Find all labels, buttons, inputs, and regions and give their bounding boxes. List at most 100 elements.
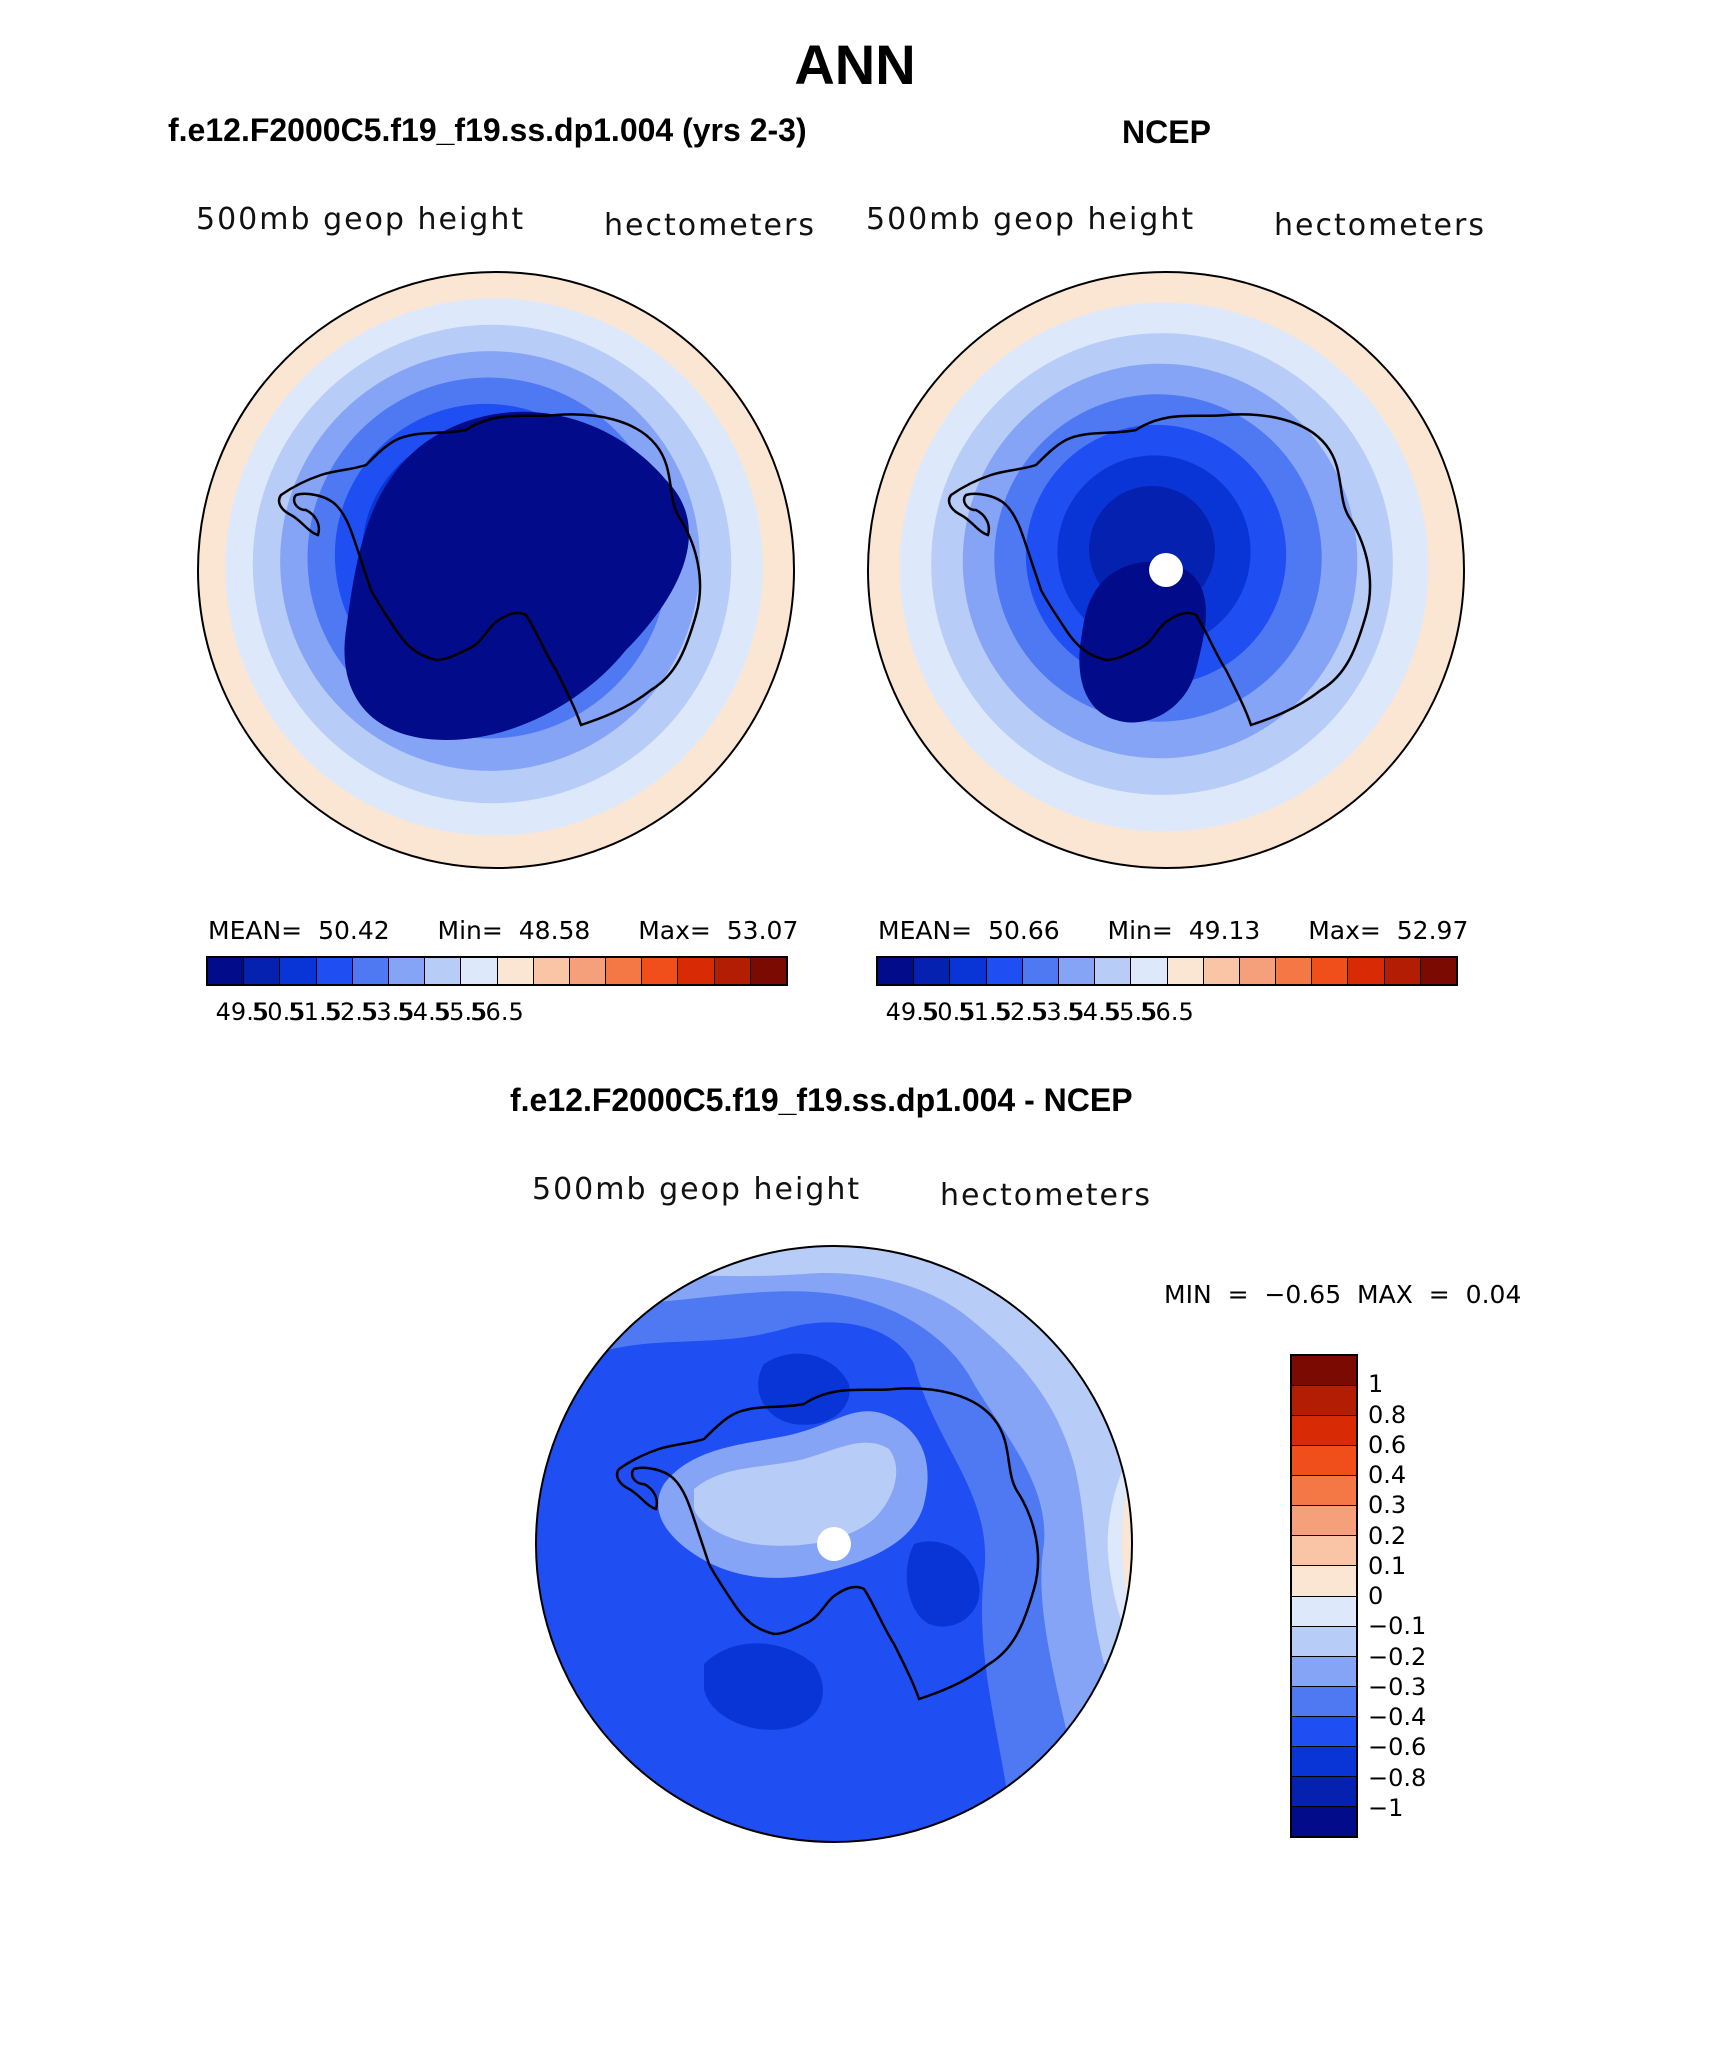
colorbar-swatch xyxy=(1420,958,1456,984)
stats-obs: MEAN= 50.66 Min= 49.13 Max= 52.97 xyxy=(878,916,1469,945)
colorbar-swatch xyxy=(1095,958,1132,984)
colorbar-swatch xyxy=(642,958,679,984)
colorbar-swatch xyxy=(1022,958,1059,984)
colorbar-swatch xyxy=(569,958,607,984)
pole-mask xyxy=(817,1527,851,1561)
colorbar-swatch xyxy=(1292,1626,1356,1657)
colorbar-swatch xyxy=(208,958,245,984)
colorbar-tick-label: 51.5 xyxy=(958,998,1012,1026)
colorbar-tick-label: −0.2 xyxy=(1368,1642,1427,1671)
variable-label-obs: 500mb geop height xyxy=(866,202,1196,237)
colorbar-tick-label: 0.1 xyxy=(1368,1551,1407,1580)
pole-mask xyxy=(1149,553,1183,587)
map-model xyxy=(197,271,795,869)
colorbar-swatch xyxy=(497,958,534,984)
variable-label-diff: 500mb geop height xyxy=(532,1172,862,1207)
colorbar-tick-label: 0.4 xyxy=(1368,1461,1407,1489)
colorbar-tick-label: 56.5 xyxy=(1140,998,1194,1026)
colorbar-swatch xyxy=(1058,958,1096,984)
colorbar-swatch xyxy=(986,958,1023,984)
map-border xyxy=(197,271,795,869)
map-diff xyxy=(535,1245,1133,1843)
colorbar-diff-ticks: 1 0.8 0.6 0.4 0.3 0.2 0.1 0 −0.1 −0.2 −0.3 −0.4 −0.6… xyxy=(1368,1354,1488,1838)
colorbar-swatch xyxy=(1292,1446,1356,1477)
colorbar-tick-label: 55.5 xyxy=(1103,998,1158,1026)
antarctica-coastline xyxy=(947,413,1372,727)
colorbar-tick-label: −1 xyxy=(1368,1793,1404,1822)
colorbar-tick-label: 54.5 xyxy=(1067,998,1121,1026)
colorbar-model xyxy=(206,956,788,986)
colorbar-swatch xyxy=(1239,958,1277,984)
colorbar-tick-label: 55.5 xyxy=(433,998,488,1026)
colorbar-swatch xyxy=(461,958,498,984)
colorbar-swatch xyxy=(280,958,317,984)
colorbar-obs-ticks: 49.5 50.5 51.5 52.5 53.5 54.5 55.5 56.5 xyxy=(876,998,1458,1028)
colorbar-tick-label: 1 xyxy=(1368,1370,1384,1399)
colorbar-swatch xyxy=(1312,958,1349,984)
colorbar-tick-label: 0.8 xyxy=(1368,1400,1407,1429)
colorbar-swatch xyxy=(1292,1656,1356,1687)
panel-title-obs: NCEP xyxy=(1122,114,1211,150)
units-label-obs: hectometers xyxy=(1274,208,1486,243)
colorbar-swatch xyxy=(678,958,715,984)
colorbar-tick-label: 54.5 xyxy=(397,998,451,1026)
colorbar-swatch xyxy=(750,958,786,984)
colorbar-swatch xyxy=(1292,1596,1356,1627)
colorbar-tick-label: 51.5 xyxy=(288,998,342,1026)
colorbar-swatch xyxy=(1292,1536,1356,1567)
colorbar-model-ticks: 49.5 50.5 51.5 52.5 53.5 54.5 55.5 56.5 xyxy=(206,998,788,1028)
colorbar-tick-label: 0 xyxy=(1368,1582,1384,1610)
colorbar-swatch xyxy=(914,958,951,984)
variable-label-model: 500mb geop height xyxy=(196,202,526,237)
colorbar-tick-label: 56.5 xyxy=(470,998,524,1026)
colorbar-tick-label: −0.3 xyxy=(1368,1672,1427,1701)
colorbar-swatch xyxy=(388,958,426,984)
stats-diff: MIN = −0.65 MAX = 0.04 xyxy=(1164,1280,1522,1309)
colorbar-swatch xyxy=(1292,1716,1356,1747)
colorbar-swatch xyxy=(1292,1806,1356,1836)
colorbar-tick-label: 0.6 xyxy=(1368,1430,1407,1459)
colorbar-tick-label: 52.5 xyxy=(324,998,379,1026)
colorbar-swatch xyxy=(425,958,462,984)
antarctica-coastline xyxy=(277,413,702,727)
antarctica-coastline xyxy=(615,1387,1040,1701)
stats-model: MEAN= 50.42 Min= 48.58 Max= 53.07 xyxy=(208,916,799,945)
colorbar-swatch xyxy=(533,958,570,984)
colorbar-swatch xyxy=(950,958,987,984)
colorbar-tick-label: 49.5 xyxy=(215,998,270,1026)
colorbar-diff xyxy=(1290,1354,1358,1838)
colorbar-tick-label: 49.5 xyxy=(885,998,940,1026)
colorbar-swatch xyxy=(352,958,389,984)
panel-title-model: f.e12.F2000C5.f19_f19.ss.dp1.004 (yrs 2-… xyxy=(168,112,807,148)
colorbar-tick-label: 50.5 xyxy=(252,998,306,1026)
colorbar-tick-label: −0.1 xyxy=(1368,1612,1427,1641)
colorbar-swatch xyxy=(878,958,915,984)
colorbar-tick-label: 50.5 xyxy=(922,998,976,1026)
colorbar-tick-label: 0.2 xyxy=(1368,1521,1407,1550)
colorbar-swatch xyxy=(1131,958,1168,984)
colorbar-swatch xyxy=(1292,1416,1356,1447)
colorbar-tick-label: −0.8 xyxy=(1368,1763,1427,1792)
colorbar-swatch xyxy=(1203,958,1240,984)
map-obs xyxy=(867,271,1465,869)
colorbar-swatch xyxy=(1292,1506,1356,1537)
panel-title-diff: f.e12.F2000C5.f19_f19.ss.dp1.004 - NCEP xyxy=(510,1082,1133,1118)
colorbar-swatch xyxy=(1276,958,1313,984)
figure-title: ANN xyxy=(794,33,916,96)
colorbar-swatch xyxy=(1348,958,1385,984)
colorbar-swatch xyxy=(1292,1776,1356,1807)
colorbar-swatch xyxy=(714,958,751,984)
colorbar-tick-label: 53.5 xyxy=(361,998,415,1026)
map-border xyxy=(535,1245,1133,1843)
units-label-model: hectometers xyxy=(604,208,816,243)
colorbar-tick-label: −0.4 xyxy=(1368,1703,1427,1731)
colorbar-swatch xyxy=(316,958,353,984)
units-label-diff: hectometers xyxy=(940,1178,1152,1213)
colorbar-swatch xyxy=(1292,1686,1356,1717)
colorbar-tick-label: −0.6 xyxy=(1368,1733,1427,1762)
colorbar-tick-label: 53.5 xyxy=(1031,998,1085,1026)
colorbar-tick-label: 0.3 xyxy=(1368,1491,1407,1520)
colorbar-swatch xyxy=(1292,1566,1356,1597)
colorbar-swatch xyxy=(1292,1386,1356,1417)
map-border xyxy=(867,271,1465,869)
